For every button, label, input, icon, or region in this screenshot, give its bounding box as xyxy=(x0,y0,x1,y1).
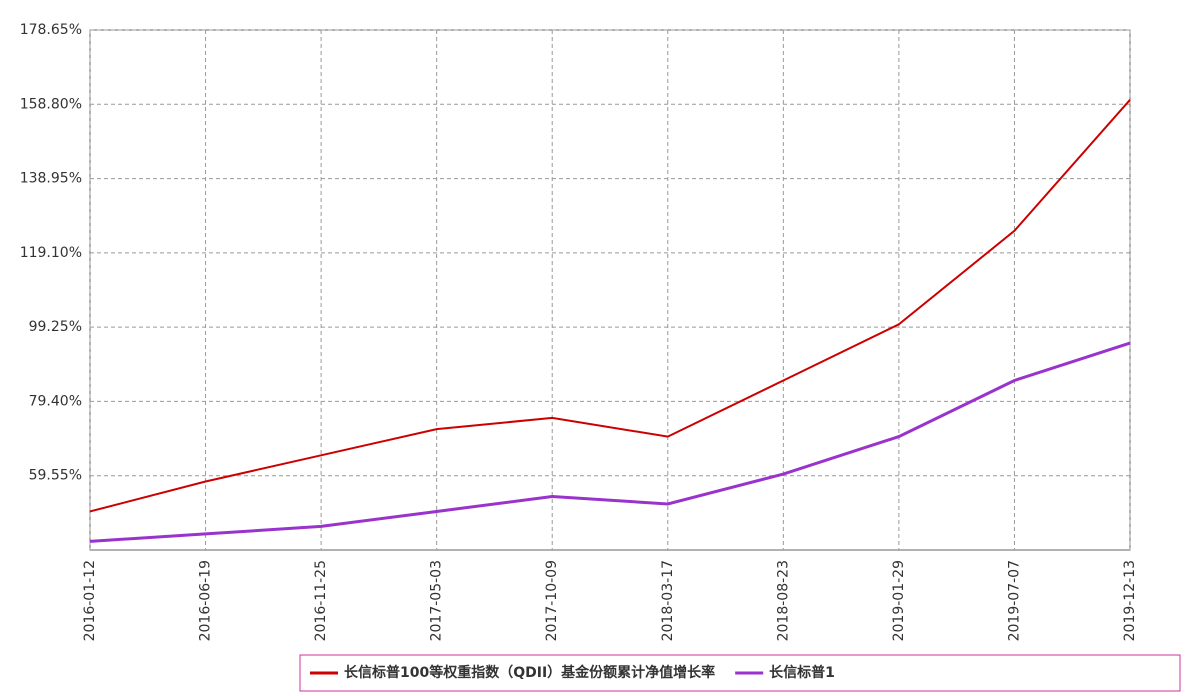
x-tick-label: 2017-05-03 xyxy=(429,560,445,641)
x-tick-label: 2019-12-13 xyxy=(1122,560,1138,641)
x-tick-label: 2016-11-25 xyxy=(313,560,329,641)
legend-text: 长信标普100等权重指数（QDII）基金份额累计净值增长率 xyxy=(344,664,715,681)
y-tick-label: 99.25% xyxy=(29,319,82,335)
legend-text: 长信标普1 xyxy=(769,664,835,681)
y-tick-label: 178.65% xyxy=(20,22,82,38)
y-tick-label: 59.55% xyxy=(29,468,82,484)
y-tick-label: 138.95% xyxy=(20,171,82,187)
y-tick-label: 158.80% xyxy=(20,96,82,112)
x-tick-label: 2016-06-19 xyxy=(198,560,214,641)
x-tick-label: 2019-07-07 xyxy=(1006,560,1022,641)
x-tick-label: 2018-03-17 xyxy=(660,560,676,641)
x-tick-label: 2019-01-29 xyxy=(891,560,907,641)
x-tick-label: 2016-01-12 xyxy=(82,560,98,641)
x-tick-label: 2017-10-09 xyxy=(544,560,560,641)
x-tick-label: 2018-08-23 xyxy=(775,560,791,641)
chart: 59.55% 79.40% 99.25% 119.10% 138.95% 158.80% 1… xyxy=(0,0,1187,696)
y-tick-label: 79.40% xyxy=(29,393,82,409)
y-tick-label: 119.10% xyxy=(20,245,82,261)
